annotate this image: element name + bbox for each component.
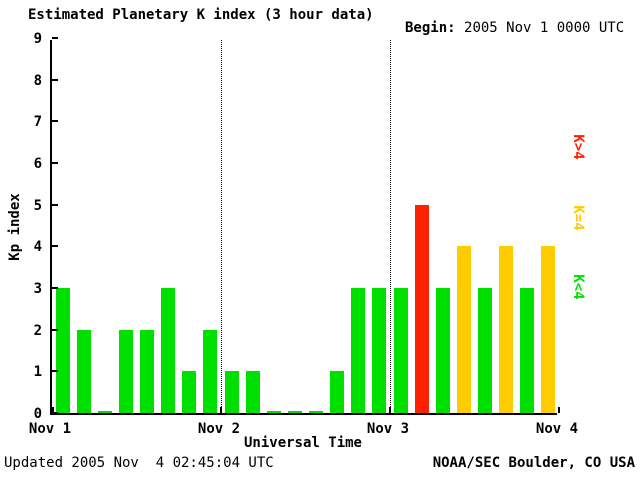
y-tick-label: 7 xyxy=(33,114,42,131)
x-tick xyxy=(389,407,391,413)
y-tick-label: 4 xyxy=(33,239,42,256)
kp-bar xyxy=(245,371,260,413)
y-tick xyxy=(52,287,58,289)
kp-bar xyxy=(161,288,176,413)
day-boundary-gridline xyxy=(221,40,222,415)
plot-area xyxy=(50,37,560,415)
x-tick xyxy=(220,407,222,413)
begin-label: Begin: xyxy=(405,20,456,36)
kp-bar xyxy=(330,371,345,413)
x-tick-label: Nov 3 xyxy=(366,421,410,437)
kp-bar xyxy=(520,288,535,413)
y-tick-label: 6 xyxy=(33,156,42,172)
legend-k-eq-4: K=4 xyxy=(570,205,586,231)
kp-bar xyxy=(182,371,197,413)
y-tick xyxy=(52,203,58,206)
y-tick xyxy=(52,37,58,39)
kp-bar xyxy=(499,246,514,413)
y-axis-label: Kp index xyxy=(7,193,23,261)
kp-bar xyxy=(97,410,112,413)
y-tick-label: 5 xyxy=(33,197,42,214)
y-tick-label: 0 xyxy=(33,406,42,422)
x-axis-label: Universal Time xyxy=(243,435,362,451)
y-tick xyxy=(52,78,58,81)
kp-bar xyxy=(393,288,408,413)
kp-bar xyxy=(224,371,239,413)
y-tick-label: 9 xyxy=(33,31,42,47)
kp-bar xyxy=(456,246,471,413)
y-tick xyxy=(52,370,58,373)
x-tick xyxy=(52,407,54,413)
kp-bar xyxy=(287,410,302,413)
x-tick xyxy=(558,407,560,413)
y-tick-label: 3 xyxy=(33,281,42,297)
kp-bar xyxy=(351,288,366,413)
y-tick xyxy=(52,162,58,164)
x-tick-label: Nov 2 xyxy=(197,421,241,437)
y-tick-label: 2 xyxy=(33,322,42,339)
y-tick xyxy=(52,245,58,248)
y-tick xyxy=(52,412,58,414)
kp-bar xyxy=(140,329,155,413)
kp-bar xyxy=(203,329,218,413)
y-tick-label: 8 xyxy=(33,72,42,89)
day-boundary-gridline xyxy=(390,40,391,415)
kp-bar xyxy=(541,246,556,413)
legend-k-lt-4: K<4 xyxy=(570,274,586,300)
updated-timestamp: Updated 2005 Nov 4 02:45:04 UTC xyxy=(4,455,274,471)
kp-bar xyxy=(372,288,387,413)
kp-bar xyxy=(435,288,450,413)
kp-bar xyxy=(478,288,493,413)
x-tick-label: Nov 1 xyxy=(28,421,72,437)
y-tick-label: 1 xyxy=(33,364,42,381)
kp-bar xyxy=(55,288,70,413)
legend-k-gt-4: K>4 xyxy=(570,134,586,160)
y-tick xyxy=(52,328,58,331)
kp-bar xyxy=(118,329,133,413)
begin-line: Begin: 2005 Nov 1 0000 UTC xyxy=(405,20,624,36)
chart-title: Estimated Planetary K index (3 hour data… xyxy=(28,7,374,23)
source-credit: NOAA/SEC Boulder, CO USA xyxy=(432,455,635,471)
x-tick-label: Nov 4 xyxy=(535,421,579,437)
kp-bar xyxy=(414,204,429,413)
kp-bar xyxy=(76,329,91,413)
kp-bar xyxy=(309,410,324,413)
y-tick xyxy=(52,120,58,123)
begin-value: 2005 Nov 1 0000 UTC xyxy=(464,20,625,36)
kp-bar xyxy=(266,410,281,413)
